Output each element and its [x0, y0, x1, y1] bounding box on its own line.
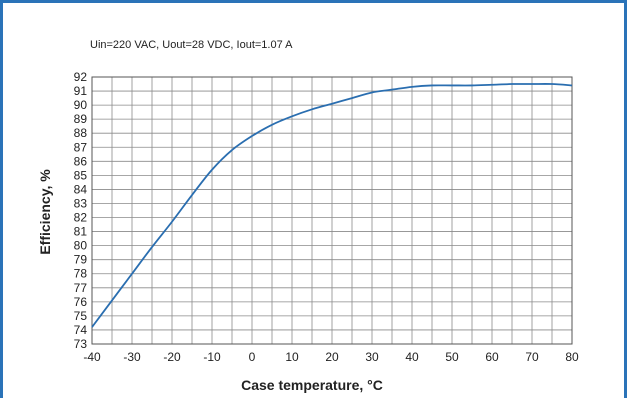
x-tick-label: -20 — [163, 350, 181, 364]
x-tick-label: 80 — [565, 350, 579, 364]
y-tick-label: 82 — [74, 211, 88, 225]
tick-labels: -40 -30 -20 -10 0 10 20 30 40 50 60 70 8073747576777… — [74, 70, 579, 364]
y-tick-label: 76 — [74, 295, 88, 309]
series-group — [91, 83, 573, 328]
x-tick-label: -10 — [203, 350, 221, 364]
y-tick-label: 88 — [74, 126, 88, 140]
y-tick-label: 83 — [74, 196, 88, 210]
y-tick-label: 87 — [74, 140, 88, 154]
x-tick-label: 40 — [405, 350, 419, 364]
x-tick-label: 60 — [485, 350, 499, 364]
y-tick-label: 84 — [74, 182, 88, 196]
y-tick-label: 81 — [74, 225, 88, 239]
y-tick-label: 91 — [74, 84, 88, 98]
y-tick-label: 85 — [74, 168, 88, 182]
y-tick-label: 73 — [74, 337, 88, 351]
y-tick-label: 92 — [74, 70, 88, 84]
y-tick-label: 80 — [74, 239, 88, 253]
grid — [91, 76, 573, 345]
y-tick-label: 74 — [74, 323, 88, 337]
y-tick-label: 86 — [74, 154, 88, 168]
y-axis-title: Efficiency, % — [37, 169, 53, 255]
x-tick-label: 20 — [325, 350, 339, 364]
y-tick-label: 89 — [74, 112, 88, 126]
x-tick-label: -40 — [83, 350, 101, 364]
y-tick-label: 77 — [74, 281, 88, 295]
x-axis-title: Case temperature, °C — [241, 377, 383, 393]
x-tick-label: 30 — [365, 350, 379, 364]
chart-subtitle: Uin=220 VAC, Uout=28 VDC, Iout=1.07 A — [90, 39, 293, 51]
x-tick-label: 10 — [285, 350, 299, 364]
y-tick-label: 78 — [74, 267, 88, 281]
x-tick-label: 70 — [525, 350, 539, 364]
y-tick-label: 79 — [74, 253, 88, 267]
efficiency-series-line — [91, 83, 573, 328]
x-tick-label: 0 — [249, 350, 256, 364]
y-tick-label: 90 — [74, 98, 88, 112]
plot-border — [91, 76, 573, 345]
x-tick-label: 50 — [445, 350, 459, 364]
x-tick-label: -30 — [123, 350, 141, 364]
y-tick-label: 75 — [74, 309, 88, 323]
